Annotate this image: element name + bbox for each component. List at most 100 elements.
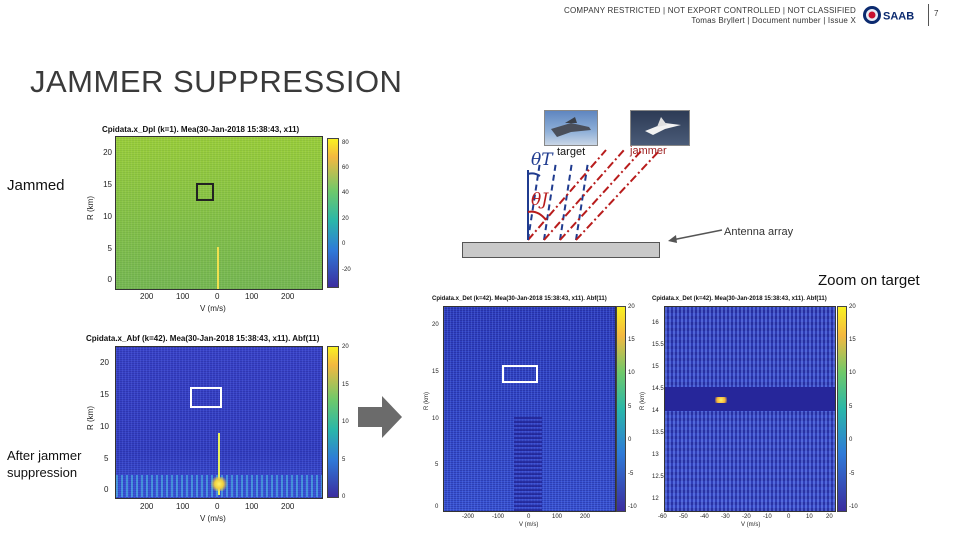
det2-ctick: -10: [849, 504, 858, 510]
abf-target-box: [190, 387, 222, 408]
theta-t-symbol: θT: [531, 150, 553, 170]
det2-plot-title: Cpidata.x_Det (k=42). Mea(30-Jan-2018 15…: [652, 296, 827, 302]
abf-heatmap: [115, 346, 323, 499]
det2-xtick: -60: [658, 514, 667, 520]
abf-ctick: 10: [342, 419, 349, 425]
abf-ytick: 15: [100, 390, 109, 399]
det1-plot-title: Cpidata.x_Det (k=42). Mea(30-Jan-2018 15…: [432, 296, 607, 302]
abf-ctick: 15: [342, 382, 349, 388]
det1-ctick: 20: [628, 304, 635, 310]
abf-xtick: 100: [176, 502, 190, 511]
abf-ytick: 5: [104, 454, 109, 463]
dpl-ylabel: R (km): [86, 196, 95, 220]
det1-ctick: -10: [628, 504, 637, 510]
page-number: 7: [934, 9, 939, 18]
dpl-ctick: 20: [342, 216, 349, 222]
dpl-zero-doppler-line: [217, 247, 219, 289]
det2-range-band: [665, 387, 835, 411]
dpl-ytick: 15: [103, 180, 112, 189]
det1-xlabel: V (m/s): [519, 522, 539, 528]
dpl-plot-title: Cpidata.x_Dpl (k=1). Mea(30-Jan-2018 15:…: [102, 125, 300, 134]
dpl-ytick: 10: [103, 212, 112, 221]
det2-ytick: 13: [652, 452, 659, 458]
det2-colorbar: [837, 306, 847, 512]
det2-xtick: -20: [742, 514, 751, 520]
det2-ytick: 12.5: [652, 474, 664, 480]
antenna-array-bar: [462, 242, 660, 258]
det1-ctick: 0: [628, 437, 632, 443]
dpl-ctick: 0: [342, 241, 346, 247]
right-arrow-icon: [358, 396, 402, 438]
det2-xlabel: V (m/s): [741, 522, 761, 528]
det1-ytick: 0: [435, 504, 439, 510]
abf-xtick: 0: [215, 502, 220, 511]
det2-ytick: 14: [652, 408, 659, 414]
dpl-yticks: 20 15 10 5 0: [96, 140, 112, 290]
abf-ytick: 10: [100, 422, 109, 431]
after-suppression-label: After jammer suppression: [7, 448, 82, 480]
det1-xtick: -100: [492, 514, 505, 520]
abf-ctick: 5: [342, 457, 346, 463]
abf-xlabel: V (m/s): [200, 514, 226, 523]
dpl-ctick: 40: [342, 190, 349, 196]
det1-ytick: 15: [432, 369, 439, 375]
dpl-xtick: 200: [140, 292, 154, 301]
det2-xtick: -30: [721, 514, 730, 520]
target-label: target: [557, 146, 586, 158]
abf-xtick: 100: [245, 502, 259, 511]
jammer-aircraft-image: [630, 110, 690, 146]
det1-heatmap: [443, 306, 616, 512]
abf-ylabel: R (km): [86, 406, 95, 430]
dpl-ytick: 0: [107, 275, 112, 284]
det2-ytick: 15: [652, 364, 659, 370]
det2-ctick: 15: [849, 337, 856, 343]
det2-xtick: -10: [763, 514, 772, 520]
target-aircraft-image: [544, 110, 598, 146]
brand-text: SAAB: [883, 11, 914, 23]
det2-ctick: 10: [849, 370, 856, 376]
det2-heatmap: [664, 306, 836, 512]
saab-logo: SAAB: [863, 6, 914, 24]
abf-ytick: 20: [100, 358, 109, 367]
det1-xtick: 200: [580, 514, 591, 520]
det2-ylabel: R (km): [640, 392, 646, 410]
det1-colorbar: [616, 306, 626, 512]
dpl-ctick: 80: [342, 140, 349, 146]
classification-line: COMPANY RESTRICTED | NOT EXPORT CONTROLL…: [563, 6, 856, 15]
abf-ctick: 0: [342, 494, 346, 500]
dpl-xtick: 100: [245, 292, 259, 301]
det2-ctick: -5: [849, 471, 855, 477]
dpl-ctick: 60: [342, 165, 349, 171]
det2-ctick: 20: [849, 304, 856, 310]
det1-xtick: 0: [527, 514, 531, 520]
abf-ytick: 0: [104, 485, 109, 494]
det1-clutter-notch: [514, 417, 542, 511]
det1-ctick: 10: [628, 370, 635, 376]
det1-ctick: 5: [628, 404, 632, 410]
abf-zero-doppler-line: [218, 433, 220, 495]
det2-ytick: 15.5: [652, 342, 664, 348]
dpl-colorbar: [327, 138, 339, 288]
zoom-label: Zoom on target: [818, 272, 920, 289]
abf-plot-title: Cpidata.x_Abf (k=42). Mea(30-Jan-2018 15…: [86, 334, 320, 343]
antenna-array-label: Antenna array: [724, 226, 794, 238]
det1-xtick: -200: [462, 514, 475, 520]
dpl-ctick: -20: [342, 267, 351, 273]
document-header: COMPANY RESTRICTED | NOT EXPORT CONTROLL…: [564, 6, 856, 26]
det2-xtick: -50: [679, 514, 688, 520]
theta-j-symbol: θJ: [531, 190, 549, 210]
det1-ytick: 20: [432, 322, 439, 328]
det2-xtick: 10: [806, 514, 813, 520]
header-divider: [928, 4, 929, 26]
dpl-xtick: 100: [176, 292, 190, 301]
abf-ctick: 20: [342, 344, 349, 350]
dpl-ytick: 5: [107, 244, 112, 253]
dpl-heatmap: [115, 136, 323, 290]
author-line: Tomas Bryllert | Document number | Issue…: [691, 16, 856, 25]
abf-xtick: 200: [281, 502, 295, 511]
dpl-xlabel: V (m/s): [200, 304, 226, 313]
dpl-xtick: 0: [215, 292, 220, 301]
det2-ytick: 16: [652, 320, 659, 326]
slide-title: JAMMER SUPPRESSION: [30, 64, 403, 99]
det1-target-box: [502, 365, 538, 383]
